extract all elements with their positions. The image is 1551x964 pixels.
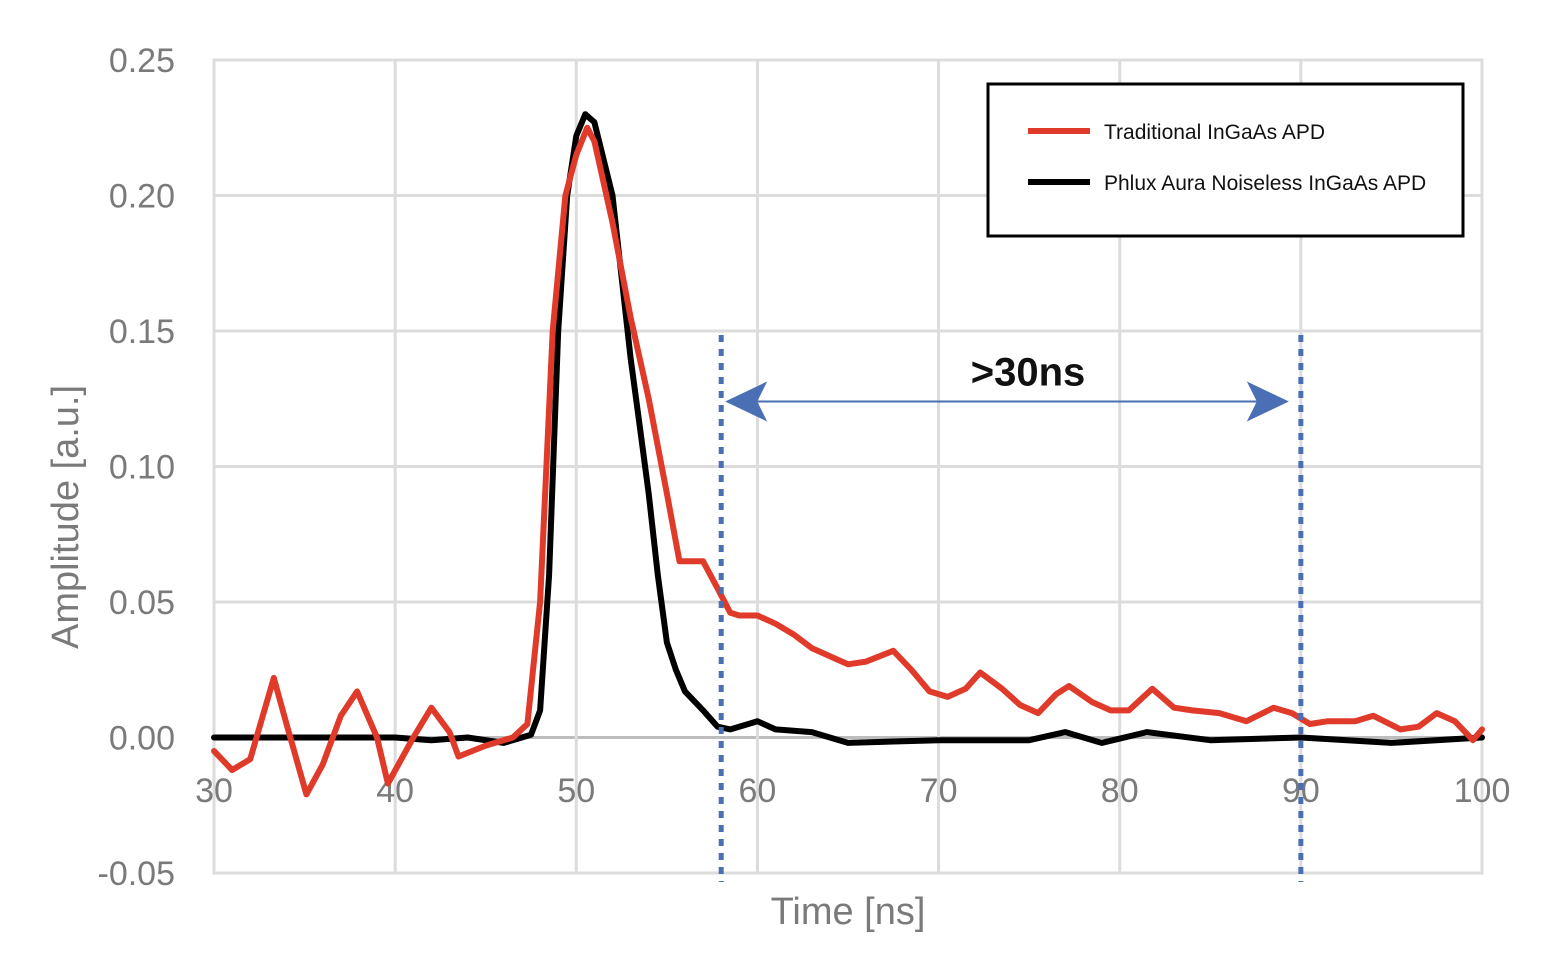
x-tick-label: 30 (195, 772, 233, 810)
x-tick-label: 50 (557, 772, 595, 810)
y-tick-label: 0.20 (109, 178, 175, 216)
x-tick-label: 90 (1282, 772, 1320, 810)
series-line-phlux (211, 111, 1485, 746)
legend: Traditional InGaAs APD Phlux Aura Noisel… (986, 82, 1465, 238)
legend-label-traditional: Traditional InGaAs APD (1104, 121, 1325, 144)
y-tick-label: 0.15 (109, 313, 175, 351)
y-tick-label: 0.25 (109, 42, 175, 80)
y-tick-label: -0.05 (98, 855, 176, 893)
legend-box (986, 82, 1465, 238)
y-tick-label: 0.05 (109, 584, 175, 622)
series-line-traditional (211, 124, 1485, 798)
x-tick-label: 60 (739, 772, 777, 810)
x-tick-labels: 30 40 50 60 70 80 90 100 (195, 772, 1510, 810)
legend-label-phlux: Phlux Aura Noiseless InGaAs APD (1104, 172, 1426, 195)
y-axis-label: Amplitude [a.u.] (45, 385, 87, 649)
series-lines (211, 111, 1485, 798)
y-tick-label: 0.00 (109, 720, 175, 758)
x-axis-label: Time [ns] (771, 891, 926, 933)
arrowhead-left-icon (725, 381, 768, 422)
x-tick-label: 100 (1454, 772, 1511, 810)
span-annotation-label: >30ns (971, 350, 1086, 394)
arrowhead-right-icon (1246, 381, 1289, 422)
x-tick-label: 40 (376, 772, 414, 810)
x-tick-label: 80 (1101, 772, 1139, 810)
y-tick-label: 0.10 (109, 449, 175, 487)
x-tick-label: 70 (920, 772, 958, 810)
y-tick-labels: -0.05 0.00 0.05 0.10 0.15 0.20 0.25 (98, 42, 176, 893)
annotation: >30ns (718, 335, 1304, 882)
